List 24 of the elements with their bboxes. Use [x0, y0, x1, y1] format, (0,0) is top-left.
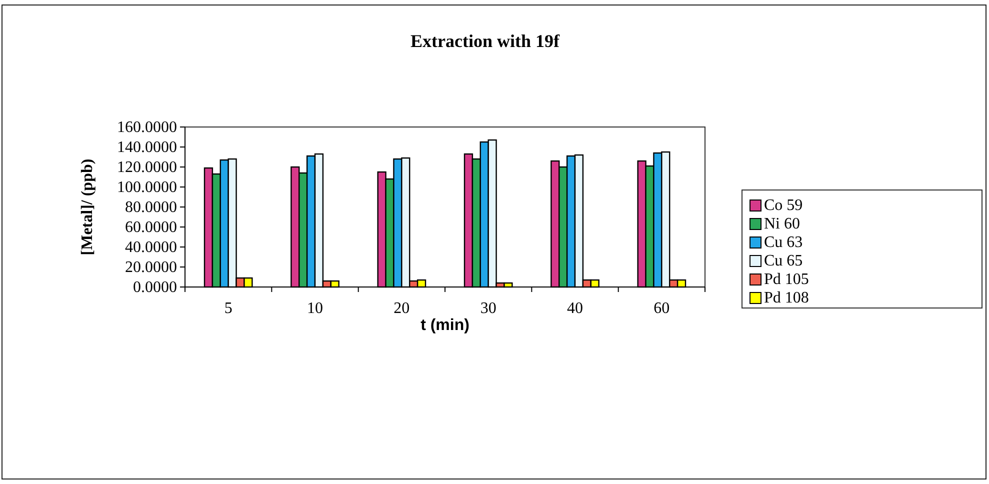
legend-label: Pd 108	[764, 290, 809, 306]
legend-label: Cu 63	[764, 234, 803, 251]
y-tick-label: 80.0000	[125, 199, 177, 216]
legend-label: Ni 60	[764, 216, 800, 232]
x-tick-label: 60	[654, 300, 670, 317]
y-tick-label: 0.0000	[133, 279, 177, 296]
x-tick-label: 10	[307, 300, 323, 317]
legend-label: Cu 65	[764, 252, 803, 270]
y-tick-label: 140.0000	[117, 139, 177, 156]
chart-title: Extraction with 19f	[410, 31, 560, 51]
x-axis-title: t (min)	[420, 317, 470, 334]
y-tick-label: 20.0000	[125, 259, 177, 276]
y-tick-label: 160.0000	[117, 119, 177, 136]
y-axis-title: [Metal]/ (ppb)	[79, 158, 96, 256]
y-tick-label: 100.0000	[117, 179, 177, 196]
x-tick-label: 30	[480, 300, 496, 317]
x-tick-label: 40	[567, 300, 583, 317]
y-tick-label: 60.0000	[125, 219, 177, 236]
x-tick-label: 5	[224, 300, 232, 317]
x-tick-label: 20	[394, 300, 410, 317]
legend-label: Co 59	[764, 197, 803, 214]
y-tick-label: 40.0000	[125, 239, 177, 256]
y-tick-label: 120.0000	[117, 159, 177, 176]
legend-label: Pd 105	[764, 271, 809, 288]
